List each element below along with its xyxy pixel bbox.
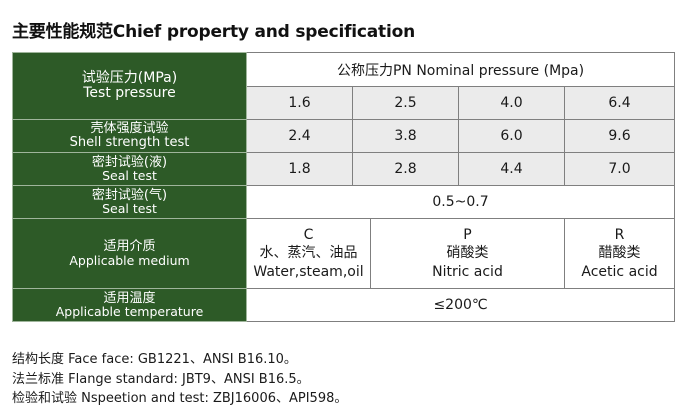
medium-label-zh: 适用介质: [103, 239, 156, 255]
seal-liquid-value: 7.0: [563, 152, 676, 186]
medium-label-en: Applicable medium: [69, 252, 190, 268]
seal-gas-label-en: Seal test: [102, 201, 157, 217]
test-pressure-label-zh: 试验压力(MPa): [81, 70, 178, 87]
seal-liquid-label-en: Seal test: [102, 168, 157, 184]
medium-zh: 水、蒸汽、油品: [259, 245, 358, 262]
temperature-label: 适用温度 Applicable temperature: [12, 288, 247, 322]
medium-zh: 醋酸类: [598, 245, 641, 262]
shell-strength-value: 6.0: [458, 119, 565, 153]
nominal-pressure-header: 公称压力PN Nominal pressure (Mpa): [245, 52, 676, 87]
spec-table: 试验压力(MPa) Test pressure 公称压力PN Nominal p…: [12, 52, 676, 322]
seal-gas-label-zh: 密封试验(气): [91, 187, 168, 203]
shell-strength-value: 3.8: [352, 119, 459, 153]
nominal-value: 2.5: [352, 86, 459, 120]
seal-liquid-value: 2.8: [352, 152, 459, 186]
medium-zh: 硝酸类: [446, 245, 489, 262]
nominal-value: 6.4: [563, 86, 676, 120]
medium-r-cell: R 醋酸类 Acetic acid: [563, 218, 676, 289]
note-inspection-test: 检验和试验 Nspeetion and test: ZBJ16006、API59…: [12, 391, 348, 406]
medium-p-cell: P 硝酸类 Nitric acid: [370, 218, 565, 289]
shell-strength-label-en: Shell strength test: [69, 135, 190, 150]
seal-liquid-label-zh: 密封试验(液): [91, 154, 168, 170]
temperature-value: ≤200℃: [245, 288, 676, 322]
medium-c-cell: C 水、蒸汽、油品 Water,steam,oil: [246, 218, 371, 289]
temperature-label-zh: 适用温度: [103, 290, 156, 306]
shell-strength-value: 9.6: [563, 119, 676, 153]
medium-en: Acetic acid: [581, 263, 658, 280]
seal-liquid-label: 密封试验(液) Seal test: [12, 152, 247, 186]
nominal-value: 1.6: [246, 86, 353, 120]
medium-code: C: [303, 226, 314, 243]
temperature-label-en: Applicable temperature: [55, 304, 204, 320]
seal-liquid-value: 1.8: [246, 152, 353, 186]
medium-en: Nitric acid: [432, 263, 503, 280]
seal-liquid-value: 4.4: [458, 152, 565, 186]
medium-en: Water,steam,oil: [253, 263, 364, 280]
medium-code: R: [614, 226, 625, 243]
shell-strength-label-zh: 壳体强度试验: [90, 121, 169, 137]
medium-label: 适用介质 Applicable medium: [12, 218, 247, 289]
note-face-to-face: 结构长度 Face face: GB1221、ANSI B16.10。: [12, 352, 297, 367]
seal-gas-label: 密封试验(气) Seal test: [12, 185, 247, 219]
nominal-value: 4.0: [458, 86, 565, 120]
shell-strength-label: 壳体强度试验 Shell strength test: [12, 119, 247, 153]
spec-notes: 结构长度 Face face: GB1221、ANSI B16.10。 法兰标准…: [12, 350, 347, 409]
shell-strength-value: 2.4: [246, 119, 353, 153]
note-flange-standard: 法兰标准 Flange standard: JBT9、ANSI B16.5。: [12, 371, 310, 387]
test-pressure-label-en: Test pressure: [83, 85, 176, 101]
test-pressure-label: 试验压力(MPa) Test pressure: [12, 52, 247, 120]
page-title: 主要性能规范Chief property and specification: [12, 22, 415, 42]
seal-gas-value: 0.5~0.7: [245, 185, 676, 219]
medium-code: P: [463, 226, 472, 243]
